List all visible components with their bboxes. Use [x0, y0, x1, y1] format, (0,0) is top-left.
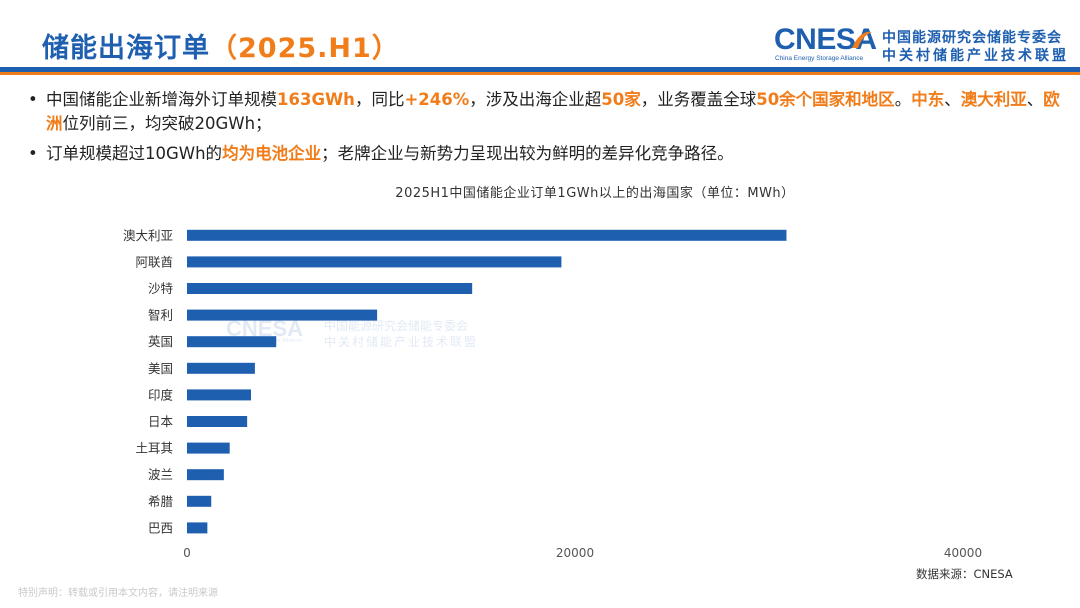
highlight-text: 50余个国家和地区 — [756, 90, 895, 109]
highlight-text: 欧洲 — [46, 90, 1060, 133]
logo-swoosh-icon — [852, 31, 872, 48]
category-label: 日本 — [148, 414, 174, 429]
bar-6 — [187, 389, 252, 401]
header-divider-orange — [0, 72, 1080, 75]
category-label: 印度 — [148, 387, 174, 402]
bullet-list: • 中国储能企业新增海外订单规模163GWh，同比+246%，涉及出海企业超50家… — [28, 88, 1068, 172]
bullet-text: 订单规模超过10GWh的 — [46, 144, 223, 163]
category-label: 沙特 — [148, 281, 173, 296]
category-label: 美国 — [148, 361, 173, 376]
highlight-text: 163GWh — [277, 90, 355, 109]
title-period: （2025.H1） — [210, 33, 400, 64]
logo-subtitle: China Energy Storage Alliance — [775, 55, 864, 62]
bullet-text: ；老牌企业与新势力呈现出较为鲜明的差异化竞争路径。 — [321, 144, 734, 163]
bar-10 — [187, 495, 212, 507]
bar-4 — [187, 336, 277, 348]
bar-1 — [187, 256, 562, 268]
bar-9 — [187, 469, 224, 481]
disclaimer: 特别声明：转载或引用本文内容，请注明来源 — [18, 588, 218, 599]
logo-cn-line1: 中国能源研究会储能专委会 — [882, 30, 1062, 46]
bullet-text: ，同比 — [354, 90, 405, 109]
bullet-text: 、 — [944, 90, 961, 109]
title-main: 储能出海订单 — [42, 33, 210, 64]
bar-11 — [187, 522, 208, 534]
category-label: 阿联酋 — [135, 254, 173, 269]
bar-8 — [187, 442, 230, 454]
x-tick-label: 20000 — [556, 546, 594, 560]
bullet-text: 位列前三，均突破20GWh； — [62, 114, 272, 133]
highlight-text: 均为电池企业 — [222, 144, 322, 163]
category-label: 土耳其 — [135, 441, 173, 456]
category-label: 澳大利亚 — [123, 228, 173, 243]
bullet-text: ，业务覆盖全球 — [640, 90, 757, 109]
bullet-text: 中国储能企业新增海外订单规模 — [46, 90, 277, 109]
chart-title: 2025H1中国储能企业订单1GWh以上的出海国家（单位：MWh） — [395, 186, 795, 201]
x-tick-label: 0 — [183, 546, 191, 560]
bar-2 — [187, 283, 473, 294]
logo-cn-line2: 中关村储能产业技术联盟 — [882, 48, 1069, 64]
bar-3 — [187, 309, 378, 321]
cnesa-logo: CNESA China Energy Storage Alliance 中国能源… — [774, 24, 1066, 65]
bullet-text: ，涉及出海企业超 — [469, 90, 602, 109]
bullet-text: 、 — [1026, 90, 1044, 109]
bar-0 — [187, 229, 787, 241]
bullet-text: 。 — [894, 90, 912, 109]
page-title: 储能出海订单（2025.H1） — [42, 26, 400, 65]
category-label: 巴西 — [148, 520, 173, 535]
category-label: 智利 — [148, 308, 173, 323]
data-source: 数据来源：CNESA — [916, 567, 1013, 581]
bullet-item: • 订单规模超过10GWh的均为电池企业；老牌企业与新势力呈现出较为鲜明的差异化竞… — [28, 142, 1068, 166]
highlight-text: +246% — [404, 90, 470, 109]
bullet-dot: • — [28, 144, 38, 163]
bullet-item: • 中国储能企业新增海外订单规模163GWh，同比+246%，涉及出海企业超50家… — [28, 88, 1068, 136]
highlight-text: 澳大利亚 — [960, 90, 1027, 109]
category-label: 希腊 — [148, 494, 174, 509]
highlight-text: 中东 — [911, 90, 945, 109]
bar-5 — [187, 362, 255, 374]
bar-7 — [187, 416, 248, 427]
category-label: 波兰 — [148, 467, 173, 482]
header-divider-blue — [0, 67, 1080, 72]
bullet-dot: • — [28, 90, 38, 109]
category-label: 英国 — [148, 334, 173, 349]
highlight-text: 50家 — [601, 90, 641, 109]
header: 储能出海订单（2025.H1） CNESA China Energy Stora… — [0, 0, 1080, 75]
x-tick-label: 40000 — [944, 546, 982, 560]
